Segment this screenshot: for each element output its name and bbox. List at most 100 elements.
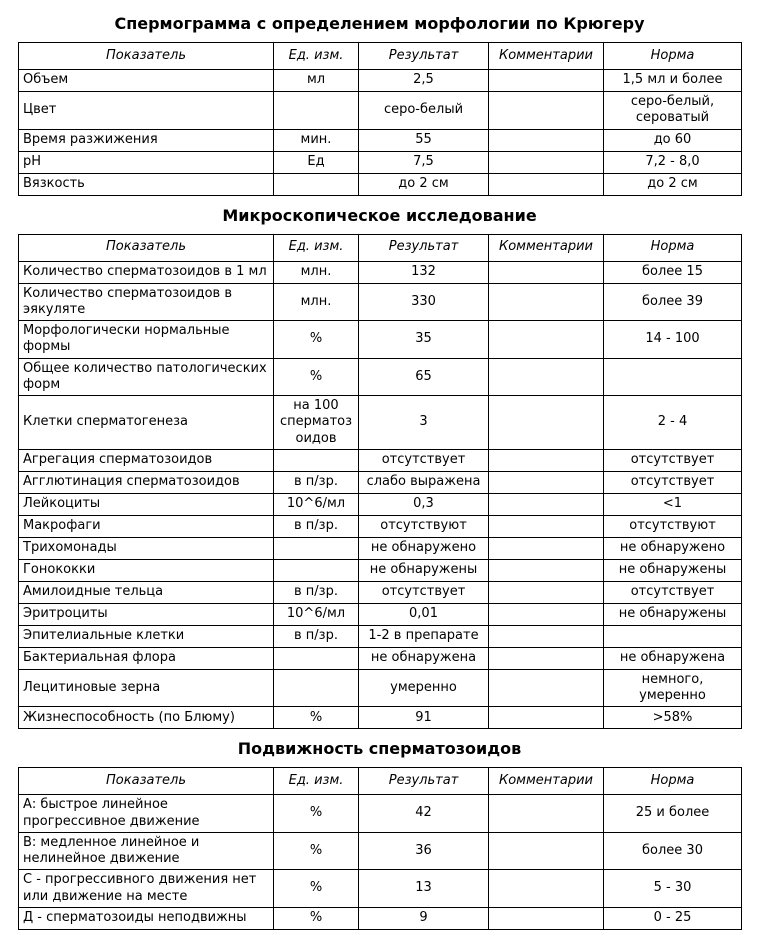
- table-row: Агрегация сперматозоидов отсутствует отсут…: [18, 448, 742, 472]
- parameter-cell: Агрегация сперматозоидов: [18, 448, 274, 472]
- result-cell: не обнаружена: [358, 646, 489, 670]
- comment-cell: [488, 906, 604, 930]
- table-row: Эпителиальные клетки в п/зр. 1-2 в препара…: [18, 624, 742, 648]
- table-row: Морфологически нормальные формы% 35 14 - 1…: [18, 320, 742, 359]
- header-row: Показатель Ед. изм. Результат Комментарии Но…: [18, 233, 742, 262]
- unit-cell: [273, 536, 359, 560]
- unit-cell: на 100 сперматозоидов: [273, 395, 359, 450]
- norm-cell: <1: [603, 492, 742, 516]
- parameter-cell: Гонококки: [18, 558, 274, 582]
- result-cell: 13: [358, 869, 489, 908]
- parameter-cell: Эпителиальные клетки: [18, 624, 274, 648]
- table-row: Д - сперматозоиды неподвижны% 9 0 - 25: [18, 906, 742, 930]
- unit-cell: 10^6/мл: [273, 492, 359, 516]
- result-cell: 0,01: [358, 602, 489, 626]
- unit-cell: Ед: [273, 150, 359, 174]
- column-header: Ед. изм.: [273, 233, 359, 262]
- parameter-cell: Жизнеспособность (по Блюму): [18, 706, 274, 730]
- result-cell: 2,5: [358, 69, 489, 92]
- table-row: Количество сперматозоидов в эякуляте млн.…: [18, 282, 742, 321]
- norm-cell: 5 - 30: [603, 869, 742, 908]
- unit-cell: в п/зр.: [273, 514, 359, 538]
- table-row: С - прогрессивного движения нет или движ…: [18, 869, 742, 908]
- unit-cell: мл: [273, 69, 359, 92]
- table-row: Агглютинация сперматозоидов в п/зр. слабо …: [18, 470, 742, 494]
- comment-cell: [488, 624, 604, 648]
- table-row: Лецитиновые зерна умеренно немного, умерен…: [18, 668, 742, 708]
- comment-cell: [488, 395, 604, 450]
- parameter-cell: Количество сперматозоидов в эякуляте: [18, 282, 274, 321]
- result-cell: 330: [358, 282, 489, 321]
- unit-cell: %: [273, 357, 359, 396]
- table-row: Трихомонады не обнаружено не обнаружено: [18, 536, 742, 560]
- parameter-cell: рН: [18, 150, 274, 174]
- parameter-cell: С - прогрессивного движения нет или движ…: [18, 869, 274, 908]
- comment-cell: [488, 128, 604, 152]
- table-row: Эритроциты 10^6/мл 0,01 не обнаружены: [18, 602, 742, 626]
- result-cell: отсутствует: [358, 448, 489, 472]
- results-table: Показатель Ед. изм. Результат Комментарии Но…: [18, 42, 742, 196]
- result-cell: 7,5: [358, 150, 489, 174]
- comment-cell: [488, 492, 604, 516]
- result-cell: 36: [358, 831, 489, 871]
- comment-cell: [488, 869, 604, 908]
- parameter-cell: Агглютинация сперматозоидов: [18, 470, 274, 494]
- table-row: Амилоидные тельца в п/зр. отсутствует отсут…: [18, 580, 742, 604]
- table-row: Общее количество патологических форм% 65: [18, 357, 742, 396]
- parameter-cell: Трихомонады: [18, 536, 274, 560]
- parameter-cell: Клетки сперматогенеза: [18, 395, 274, 450]
- norm-cell: до 2 см: [603, 172, 742, 196]
- table-row: Время разжижения мин. 55 до 60: [18, 128, 742, 152]
- result-cell: 55: [358, 128, 489, 152]
- unit-cell: в п/зр.: [273, 470, 359, 494]
- norm-cell: [603, 624, 742, 648]
- result-cell: 0,3: [358, 492, 489, 516]
- table-row: А: быстрое линейное прогрессивное движен…: [18, 794, 742, 833]
- parameter-cell: Д - сперматозоиды неподвижны: [18, 906, 274, 930]
- comment-cell: [488, 448, 604, 472]
- result-cell: отсутствуют: [358, 514, 489, 538]
- column-header: Показатель: [18, 233, 274, 262]
- column-header: Комментарии: [488, 42, 604, 70]
- norm-cell: более 39: [603, 282, 742, 321]
- comment-cell: [488, 831, 604, 871]
- table-row: В: медленное линейное и нелинейное движе…: [18, 831, 742, 871]
- unit-cell: в п/зр.: [273, 580, 359, 604]
- comment-cell: [488, 470, 604, 494]
- norm-cell: отсутствует: [603, 470, 742, 494]
- comment-cell: [488, 646, 604, 670]
- norm-cell: отсутствует: [603, 580, 742, 604]
- parameter-cell: Время разжижения: [18, 128, 274, 152]
- comment-cell: [488, 260, 604, 284]
- result-cell: 35: [358, 320, 489, 359]
- norm-cell: 2 - 4: [603, 395, 742, 450]
- result-cell: отсутствует: [358, 580, 489, 604]
- result-cell: 42: [358, 794, 489, 833]
- result-cell: не обнаружены: [358, 558, 489, 582]
- results-table: Показатель Ед. изм. Результат Комментарии Но…: [18, 233, 742, 730]
- result-cell: 9: [358, 906, 489, 930]
- norm-cell: 7,2 - 8,0: [603, 150, 742, 174]
- unit-cell: %: [273, 869, 359, 908]
- norm-cell: не обнаружены: [603, 558, 742, 582]
- column-header: Результат: [358, 233, 489, 262]
- column-header: Результат: [358, 42, 489, 70]
- column-header: Норма: [603, 233, 742, 262]
- unit-cell: %: [273, 831, 359, 871]
- result-cell: 91: [358, 706, 489, 730]
- comment-cell: [488, 794, 604, 833]
- parameter-cell: Морфологически нормальные формы: [18, 320, 274, 359]
- norm-cell: до 60: [603, 128, 742, 152]
- comment-cell: [488, 514, 604, 538]
- parameter-cell: В: медленное линейное и нелинейное движе…: [18, 831, 274, 871]
- result-cell: 3: [358, 395, 489, 450]
- column-header: Норма: [603, 42, 742, 70]
- results-table: Показатель Ед. изм. Результат Комментарии Но…: [18, 767, 742, 930]
- section-title: Спермограмма с определением морфологии п…: [114, 14, 645, 33]
- result-cell: до 2 см: [358, 172, 489, 196]
- comment-cell: [488, 282, 604, 321]
- norm-cell: отсутствуют: [603, 514, 742, 538]
- table-row: Цвет серо-белый серо-белый, сероватый: [18, 91, 742, 130]
- norm-cell: более 30: [603, 831, 742, 871]
- column-header: Ед. изм.: [273, 42, 359, 70]
